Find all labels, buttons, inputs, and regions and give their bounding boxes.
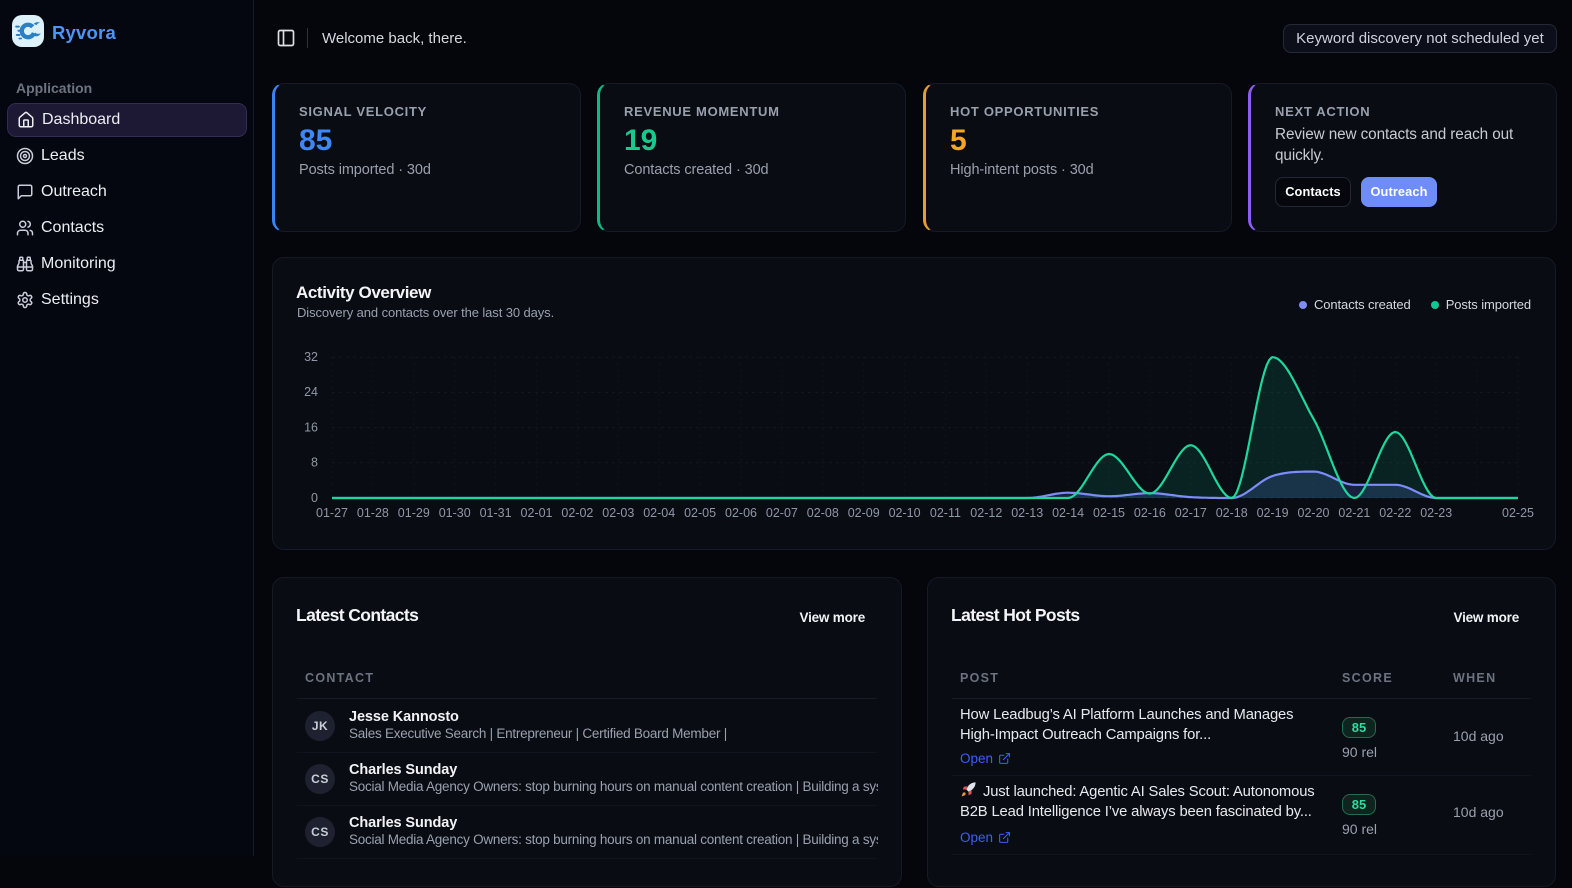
svg-text:02-18: 02-18 (1216, 506, 1248, 520)
svg-text:8: 8 (311, 456, 318, 470)
svg-text:01-30: 01-30 (439, 506, 471, 520)
svg-text:02-06: 02-06 (725, 506, 757, 520)
svg-text:02-11: 02-11 (930, 506, 961, 520)
svg-text:02-02: 02-02 (561, 506, 593, 520)
svg-text:02-19: 02-19 (1257, 506, 1289, 520)
svg-text:02-21: 02-21 (1338, 506, 1370, 520)
svg-text:24: 24 (304, 385, 318, 399)
svg-text:02-22: 02-22 (1379, 506, 1411, 520)
svg-text:02-07: 02-07 (766, 506, 798, 520)
svg-text:0: 0 (311, 491, 318, 505)
svg-text:02-03: 02-03 (602, 506, 634, 520)
svg-text:02-05: 02-05 (684, 506, 716, 520)
svg-text:02-08: 02-08 (807, 506, 839, 520)
svg-text:02-10: 02-10 (889, 506, 921, 520)
svg-text:02-15: 02-15 (1093, 506, 1125, 520)
svg-text:02-01: 02-01 (521, 506, 553, 520)
svg-text:02-14: 02-14 (1052, 506, 1084, 520)
svg-text:02-25: 02-25 (1502, 506, 1534, 520)
svg-text:01-28: 01-28 (357, 506, 389, 520)
svg-text:02-16: 02-16 (1134, 506, 1166, 520)
svg-text:32: 32 (304, 350, 318, 364)
svg-text:02-13: 02-13 (1011, 506, 1043, 520)
svg-text:02-12: 02-12 (970, 506, 1002, 520)
svg-text:02-23: 02-23 (1420, 506, 1452, 520)
svg-text:02-09: 02-09 (848, 506, 880, 520)
svg-text:01-29: 01-29 (398, 506, 430, 520)
svg-text:01-31: 01-31 (480, 506, 512, 520)
svg-text:02-17: 02-17 (1175, 506, 1207, 520)
svg-text:02-20: 02-20 (1298, 506, 1330, 520)
svg-text:01-27: 01-27 (316, 506, 348, 520)
svg-text:02-04: 02-04 (643, 506, 675, 520)
svg-text:16: 16 (304, 420, 318, 434)
